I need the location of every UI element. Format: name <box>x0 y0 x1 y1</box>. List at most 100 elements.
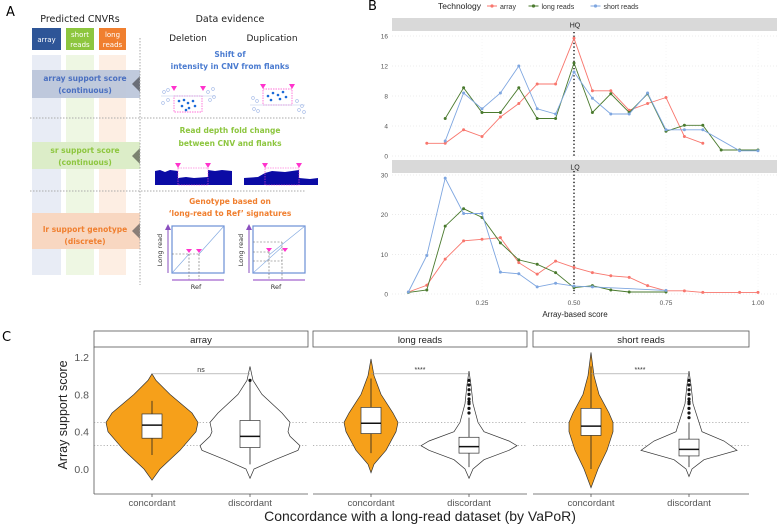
deletion-read-depth-icon <box>155 163 232 186</box>
data-point-short-reads <box>554 112 558 116</box>
box-concordant <box>580 408 602 436</box>
data-point-long-reads <box>443 117 447 120</box>
outlier-point <box>687 416 691 420</box>
facet-label-HQ: HQ <box>570 23 581 30</box>
x-tick-label: 0.25 <box>476 300 489 307</box>
data-point-array <box>517 102 521 105</box>
panel-b: B Technology array long reads short reads … <box>368 0 777 319</box>
data-point-long-reads <box>572 61 576 65</box>
data-point-short-reads <box>498 270 502 274</box>
panel-label-a: A <box>6 5 15 20</box>
sr-score-line1: sr support score <box>50 146 119 155</box>
facet-strip-HQ <box>392 18 777 31</box>
data-point-array <box>572 265 576 269</box>
data-point-array <box>480 237 484 241</box>
duplication-intensity-icon <box>250 84 306 114</box>
data-point-array <box>646 284 650 288</box>
outlier-point <box>687 388 691 392</box>
outlier-point <box>467 378 471 382</box>
data-point-short-reads <box>517 272 521 276</box>
outlier-point <box>467 392 471 396</box>
evidence-array-line2: intensity in CNV from flanks <box>171 62 290 71</box>
data-point-array <box>701 141 705 145</box>
data-point-long-reads <box>462 86 466 90</box>
evidence-lr-line2: ‘long-read to Ref’ signatures <box>169 209 292 218</box>
data-point-array <box>627 108 631 112</box>
sr-score-band <box>32 142 140 169</box>
data-point-long-reads <box>701 123 705 127</box>
data-point-short-reads <box>590 96 594 100</box>
legend-label-2: short reads <box>604 4 640 11</box>
outlier-point <box>687 392 691 396</box>
y-tick-label: 0 <box>384 154 388 161</box>
series-line-long-reads <box>444 61 758 151</box>
data-point-long-reads <box>517 258 521 262</box>
data-point-short-reads <box>572 70 576 74</box>
y-tick-label: 10 <box>381 252 389 259</box>
box-concordant <box>141 413 163 439</box>
data-point-long-reads <box>425 288 429 292</box>
dotplot-del-x-label: Ref <box>191 283 202 291</box>
y-tick-label: 8 <box>384 94 388 101</box>
data-point-long-reads <box>554 271 558 275</box>
data-point-short-reads <box>554 281 558 285</box>
data-point-short-reads <box>664 288 668 292</box>
x-tick-label: concordant <box>128 498 175 509</box>
data-point-short-reads <box>480 211 484 215</box>
panel-a: A Predicted CNVRs Data evidence Deletion… <box>6 5 318 291</box>
panel-label-c: C <box>2 330 11 345</box>
panel-label-b: B <box>368 0 377 14</box>
y-tick-label: 1.2 <box>74 352 89 364</box>
data-point-array <box>590 271 594 275</box>
legend-title: Technology <box>438 1 482 11</box>
data-point-short-reads <box>646 91 650 95</box>
x-tick-label: concordant <box>567 498 614 509</box>
data-point-short-reads <box>590 285 594 289</box>
legend-marker-1 <box>531 4 536 8</box>
lr-score-line1: lr support genotype <box>43 225 127 234</box>
data-point-long-reads <box>627 290 631 294</box>
data-point-short-reads <box>535 285 539 289</box>
data-point-array <box>664 96 668 99</box>
data-point-array <box>756 290 760 294</box>
outlier-point <box>467 406 471 410</box>
array-arrow-icon <box>132 76 140 92</box>
series-line-array <box>408 237 758 293</box>
data-point-short-reads <box>572 284 576 288</box>
y-tick-label: 20 <box>381 212 389 219</box>
outlier-point <box>467 411 471 415</box>
data-point-short-reads <box>609 112 613 116</box>
duplication-label: Duplication <box>246 34 297 44</box>
outlier-point <box>687 411 691 415</box>
data-point-short-reads <box>517 64 521 68</box>
y-tick-label: 0.4 <box>74 427 89 439</box>
data-point-long-reads <box>682 123 686 127</box>
x-tick-label: 0.75 <box>660 300 673 307</box>
data-point-array <box>462 239 466 243</box>
box-discordant <box>458 436 480 454</box>
outlier-point <box>467 400 471 404</box>
evidence-sr-line2: between CNV and flanks <box>178 139 282 148</box>
data-point-long-reads <box>609 92 613 96</box>
data-point-array <box>462 128 466 132</box>
data-point-short-reads <box>443 139 447 143</box>
y-tick-label: 4 <box>384 124 388 131</box>
outlier-point <box>687 406 691 410</box>
data-point-long-reads <box>462 207 466 211</box>
outlier-point <box>467 383 471 387</box>
legend-label-0: array <box>500 4 516 11</box>
data-point-long-reads <box>554 117 558 120</box>
dotplot-dup-x-label: Ref <box>271 283 282 291</box>
facet-label: long reads <box>398 335 443 346</box>
data-point-long-reads <box>517 86 521 90</box>
y-tick-label: 0 <box>384 292 388 299</box>
y-tick-label: 30 <box>381 173 389 180</box>
series-line-long-reads <box>408 208 666 293</box>
lr-score-line2: (discrete) <box>64 237 105 246</box>
outlier-point <box>687 383 691 387</box>
array-score-line1: array support score <box>43 74 126 83</box>
data-point-short-reads <box>738 149 742 153</box>
data-point-short-reads <box>701 128 705 132</box>
data-point-array <box>498 236 502 240</box>
data-point-short-reads <box>425 254 429 258</box>
